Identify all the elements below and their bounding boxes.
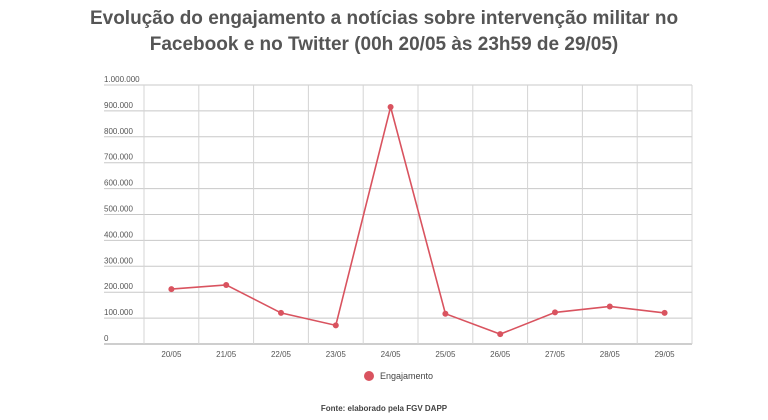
- x-tick-label: 21/05: [216, 350, 237, 359]
- x-tick-label: 24/05: [381, 350, 402, 359]
- x-tick-label: 28/05: [600, 350, 621, 359]
- y-tick-label: 1.000.000: [104, 75, 140, 84]
- y-tick-label: 500.000: [104, 205, 133, 214]
- x-axis-tick-labels: 20/05 21/05 22/05 23/05 24/05 25/05 26/05 27/05…: [161, 350, 675, 359]
- x-tick-label: 26/05: [490, 350, 511, 359]
- y-tick-label: 600.000: [104, 179, 133, 188]
- x-tick-label: 25/05: [435, 350, 456, 359]
- series-line: [171, 106, 665, 336]
- y-tick-label: 900.000: [104, 101, 133, 110]
- chart-grid: [104, 84, 693, 345]
- legend: Engajamento: [364, 371, 433, 381]
- source-note: Fonte: elaborado pela FGV DAPP: [320, 404, 448, 413]
- data-point: [278, 309, 284, 316]
- y-axis-tick-labels: 0 100.000 200.000 300.000 400.000 500.000 600.…: [104, 75, 140, 343]
- x-tick-label: 23/05: [326, 350, 347, 359]
- x-tick-label: 20/05: [161, 350, 182, 359]
- y-tick-label: 400.000: [104, 230, 133, 239]
- y-tick-label: 800.000: [104, 127, 133, 136]
- data-point: [223, 281, 230, 288]
- data-point: [442, 310, 449, 317]
- legend-marker-engajamento: [364, 371, 374, 381]
- legend-label-engajamento: Engajamento: [380, 371, 434, 381]
- y-tick-label: 100.000: [104, 308, 133, 317]
- data-point: [168, 286, 175, 293]
- x-tick-label: 29/05: [655, 350, 676, 359]
- data-point: [552, 309, 558, 316]
- data-point: [606, 303, 613, 310]
- x-tick-label: 22/05: [271, 350, 292, 359]
- y-tick-label: 0: [104, 334, 109, 343]
- data-point: [497, 331, 504, 338]
- y-tick-label: 700.000: [104, 153, 133, 162]
- data-point: [332, 322, 339, 329]
- y-tick-label: 200.000: [104, 282, 133, 291]
- chart-title-line-1: Evolução do engajamento a notícias sobre…: [89, 8, 679, 29]
- x-tick-label: 27/05: [545, 350, 566, 359]
- chart-title: Evolução do engajamento a notícias sobre…: [0, 6, 768, 58]
- data-point: [387, 104, 394, 111]
- chart-title-line-2: Facebook e no Twitter (00h 20/05 às 23h5…: [149, 34, 619, 55]
- series-engajamento: [168, 104, 668, 338]
- data-point: [661, 309, 668, 316]
- y-tick-label: 300.000: [104, 256, 133, 265]
